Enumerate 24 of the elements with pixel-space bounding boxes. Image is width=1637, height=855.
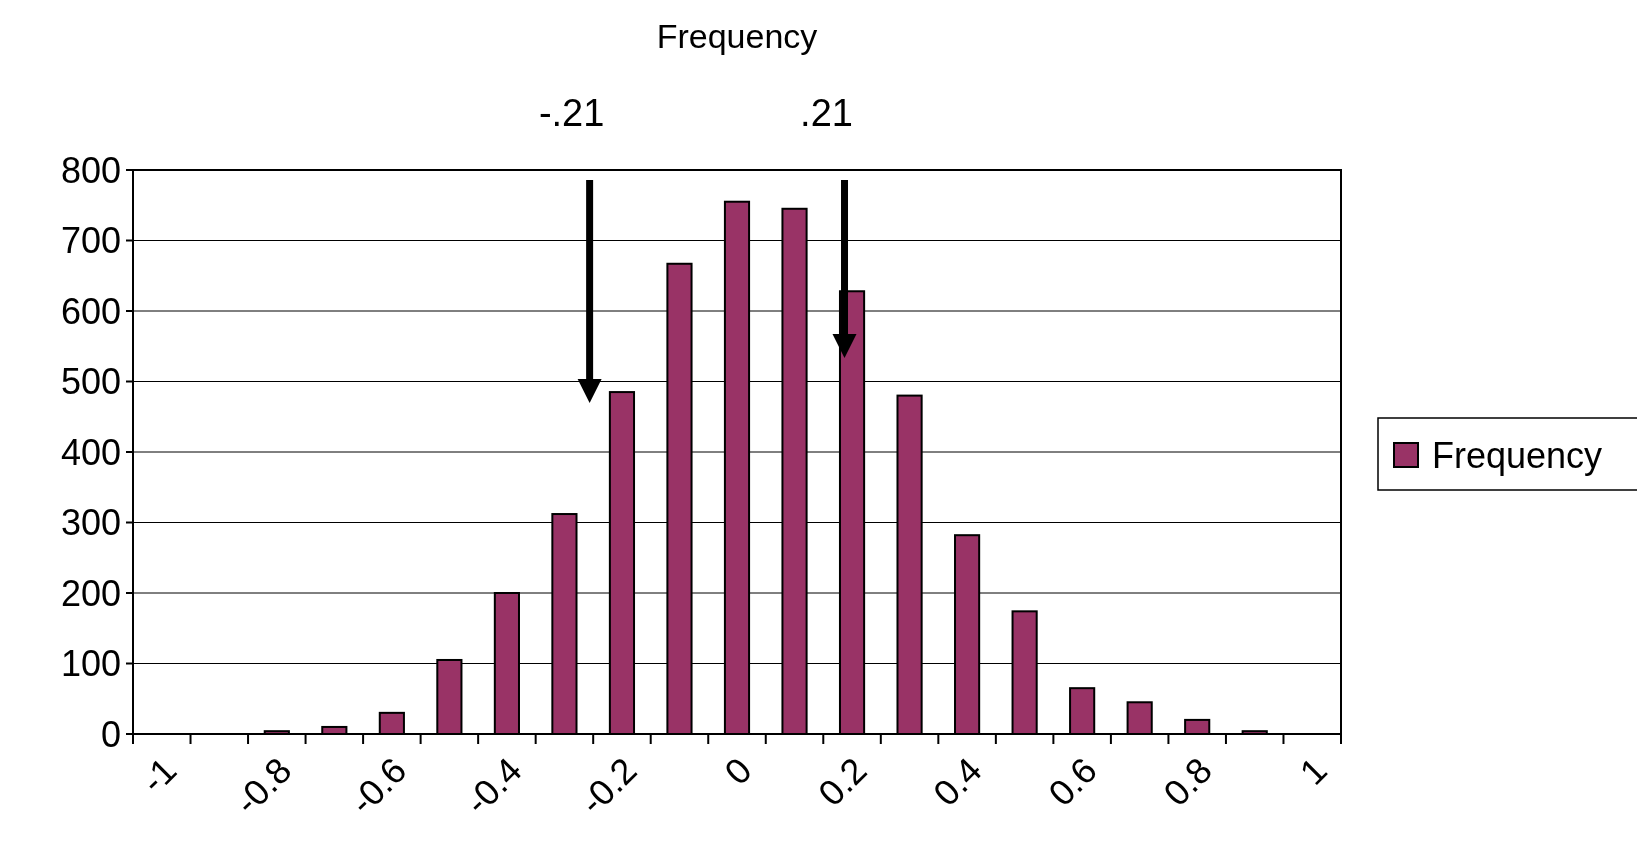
chart-title: Frequency: [656, 17, 818, 55]
text: -.21: [538, 92, 605, 134]
y-tick-label: 300: [60, 502, 121, 544]
y-tick-label: 800: [60, 149, 121, 191]
legend-label: Frequency: [1432, 434, 1603, 476]
y-tick-label: 400: [60, 431, 121, 473]
x-tick-label: -0.2: [571, 749, 645, 823]
x-tick-label: -0.4: [456, 749, 530, 823]
y-tick-label: 0: [100, 713, 121, 755]
x-tick-label: 0: [716, 749, 760, 793]
x-tick-label: 1: [1291, 749, 1335, 793]
x-tick-label: -0.6: [341, 749, 415, 823]
x-tick-label: 0.8: [1155, 749, 1220, 814]
y-tick-label: 500: [60, 361, 121, 403]
text: .21: [800, 92, 853, 134]
y-tick-label: 100: [60, 643, 121, 685]
x-tick-label: -0.8: [226, 749, 300, 823]
x-tick-label: 0.2: [810, 749, 875, 814]
y-tick-label: 700: [60, 220, 121, 262]
x-tick-label: 0.6: [1040, 749, 1105, 814]
y-tick-label: 600: [60, 290, 121, 332]
x-tick-label: 0.4: [925, 749, 990, 814]
y-tick-label: 200: [60, 572, 121, 614]
x-tick-label: -1: [132, 749, 185, 802]
